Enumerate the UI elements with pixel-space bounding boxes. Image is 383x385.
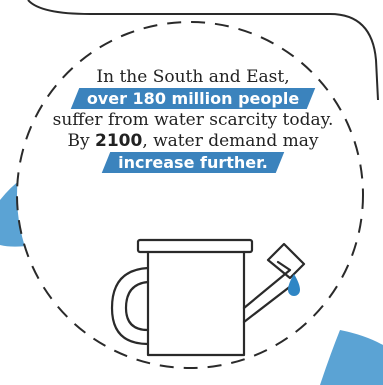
right-blue-shape — [320, 330, 383, 385]
text-line-3: suffer from water scarcity today. — [52, 110, 334, 130]
water-drop-icon — [288, 274, 300, 296]
text-line-4-suffix: , water demand may — [142, 131, 319, 151]
highlight-population: over 180 million people — [75, 88, 311, 109]
year-label: 2100 — [94, 131, 143, 151]
text-line-4-prefix: By — [67, 131, 95, 151]
top-dark-arc — [27, 0, 379, 101]
text-line-1: In the South and East, — [96, 67, 290, 87]
highlight-increase: increase further. — [106, 152, 280, 173]
message-text: In the South and East, over 180 million … — [28, 67, 358, 174]
